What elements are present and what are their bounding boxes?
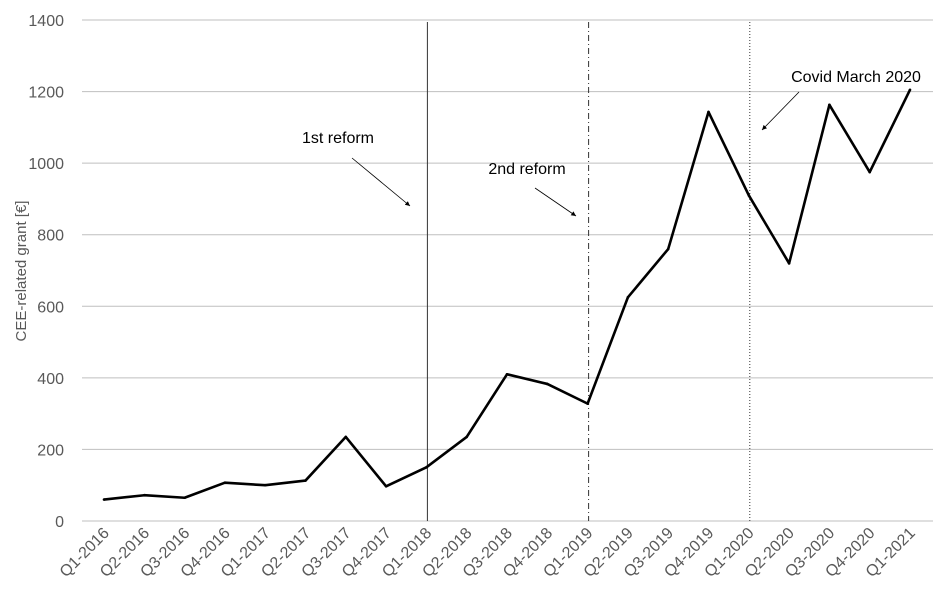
series-group [102,88,912,501]
data-point [425,466,428,469]
data-point [546,382,549,386]
annotation-label: 2nd reform [488,161,565,178]
annotation-label: 1st reform [302,130,374,147]
data-point [828,103,831,107]
data-point [787,262,791,265]
data-point [223,481,227,485]
y-tick-label: 600 [37,299,64,316]
data-point [384,484,388,488]
data-point [586,402,589,405]
annotations: 1st reform 2nd reform Covid March 2020 [302,69,921,217]
y-tick-label: 200 [37,442,64,459]
y-tick-label: 1200 [28,85,64,102]
data-point [263,483,267,487]
series-line [103,89,912,501]
annotation-label: Covid March 2020 [791,69,921,86]
gridlines [82,19,933,522]
data-point [666,247,670,251]
y-axis-ticks: 0 200 400 600 800 1000 1200 1400 [28,13,64,531]
data-point [143,493,146,497]
x-axis-ticks: Q1-2016Q2-2016Q3-2016Q4-2016Q1-2017Q2-20… [57,525,919,581]
data-point [304,479,307,482]
y-tick-label: 0 [55,514,64,531]
event-lines [426,22,751,521]
y-tick-label: 1000 [28,156,64,173]
data-point [626,296,630,299]
data-point [465,435,469,439]
y-tick-label: 800 [37,228,64,245]
y-tick-label: 1400 [28,13,64,30]
y-axis-label: CEE-related grant [€] [13,201,30,342]
data-point [707,110,710,114]
data-point [183,496,186,500]
y-tick-label: 400 [37,371,64,388]
data-point [868,170,871,174]
data-point [505,372,509,376]
annotation-arrow [351,157,411,207]
annotation-arrow [761,91,800,131]
data-point [344,435,348,439]
annotation-arrow [534,187,577,217]
data-point [908,88,912,92]
data-point [102,498,106,501]
data-point [747,194,751,197]
